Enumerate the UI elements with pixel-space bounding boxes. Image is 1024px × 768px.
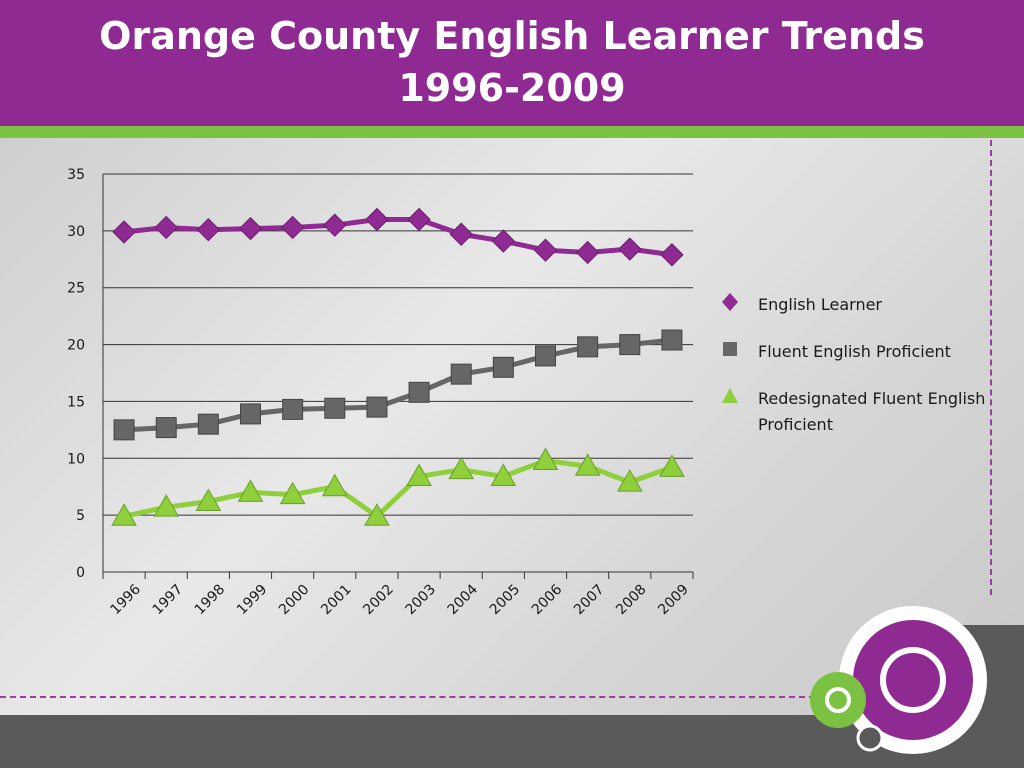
series-1 (113, 329, 683, 441)
y-tick-label: 20 (67, 338, 85, 354)
x-tick-label: 1997 (150, 582, 187, 619)
legend-item-english-learner: English Learner (720, 290, 990, 337)
chart-axes (102, 174, 694, 579)
data-point (408, 381, 430, 403)
x-tick-label: 2003 (402, 582, 439, 619)
x-tick-label: 2007 (571, 582, 608, 619)
data-point (238, 216, 263, 241)
legend-item-fluent: Fluent English Proficient (720, 337, 990, 384)
data-point (406, 463, 432, 486)
data-point (154, 215, 178, 240)
data-point (324, 397, 346, 419)
data-point (574, 453, 601, 476)
data-point (197, 413, 219, 435)
legend-item-redesignated: Redesignated Fluent English Proficient (720, 384, 990, 444)
refresh-arrow-icon (880, 647, 946, 713)
data-point (113, 419, 135, 441)
x-tick-label: 2005 (487, 582, 524, 619)
data-point (532, 447, 559, 471)
chart-series (111, 207, 685, 526)
series-line (123, 458, 673, 519)
header-bar (0, 0, 1024, 126)
legend-label: English Learner (758, 295, 882, 314)
x-tick-label: 2004 (445, 581, 482, 618)
data-point (279, 481, 306, 505)
purple-gear-icon (853, 620, 973, 740)
footer-bar (0, 715, 1024, 768)
green-gear-icon (810, 672, 866, 728)
data-point (492, 356, 514, 378)
data-point (321, 473, 348, 497)
x-tick-label: 2008 (613, 582, 650, 619)
data-point (282, 398, 304, 420)
data-point (618, 237, 642, 261)
data-point (619, 334, 641, 356)
data-point (323, 213, 347, 237)
data-point (491, 229, 516, 253)
x-tick-label: 2001 (318, 582, 355, 619)
legend-label: Fluent English Proficient (758, 342, 951, 361)
y-tick-label: 35 (67, 167, 85, 183)
y-tick-label: 15 (67, 394, 85, 410)
series-0 (112, 207, 684, 267)
x-tick-label: 2009 (655, 582, 692, 619)
data-point (490, 463, 517, 486)
chart-grid (103, 173, 693, 573)
data-point (195, 488, 222, 511)
data-point (449, 222, 473, 246)
data-point (616, 469, 643, 492)
data-point (535, 345, 556, 367)
diamond-icon (722, 293, 738, 311)
square-icon (723, 342, 737, 356)
data-point (660, 243, 684, 267)
data-point (661, 329, 683, 351)
small-gear-icon (856, 724, 884, 752)
data-point (237, 479, 264, 502)
x-tick-label: 2006 (529, 581, 566, 618)
data-point (240, 403, 261, 425)
data-point (280, 215, 305, 240)
data-point (575, 240, 600, 265)
y-tick-label: 5 (76, 508, 85, 524)
x-tick-label: 1998 (192, 582, 229, 619)
x-tick-label: 1996 (107, 581, 144, 618)
page-title: Orange County English Learner Trends 199… (99, 14, 925, 110)
data-point (112, 220, 136, 244)
triangle-icon (722, 388, 738, 403)
y-tick-label: 30 (67, 224, 85, 240)
header-accent-stripe (0, 126, 1024, 138)
dashed-border-bottom (0, 696, 815, 698)
data-point (196, 218, 221, 242)
data-point (155, 417, 177, 439)
data-point (111, 503, 137, 526)
series-2 (111, 447, 685, 526)
chart-legend: English Learner Fluent English Proficien… (720, 290, 990, 444)
data-point (407, 207, 431, 232)
y-tick-label: 25 (67, 281, 85, 297)
gear-logo (810, 606, 987, 754)
data-point (448, 456, 475, 480)
x-tick-label: 2002 (360, 582, 397, 619)
dashed-border-right (990, 140, 992, 595)
data-point (364, 503, 390, 526)
y-tick-label: 10 (67, 451, 85, 467)
legend-label: Redesignated Fluent English Proficient (758, 389, 986, 434)
x-tick-label: 2000 (276, 582, 313, 619)
data-point (450, 363, 472, 385)
data-point (659, 454, 685, 477)
data-point (366, 396, 388, 418)
data-point (153, 494, 180, 517)
x-tick-label: 1999 (234, 582, 271, 619)
y-tick-label: 0 (76, 565, 85, 581)
data-point (533, 238, 558, 262)
data-point (365, 207, 389, 232)
data-point (577, 336, 599, 358)
green-arrow-icon (825, 687, 851, 713)
